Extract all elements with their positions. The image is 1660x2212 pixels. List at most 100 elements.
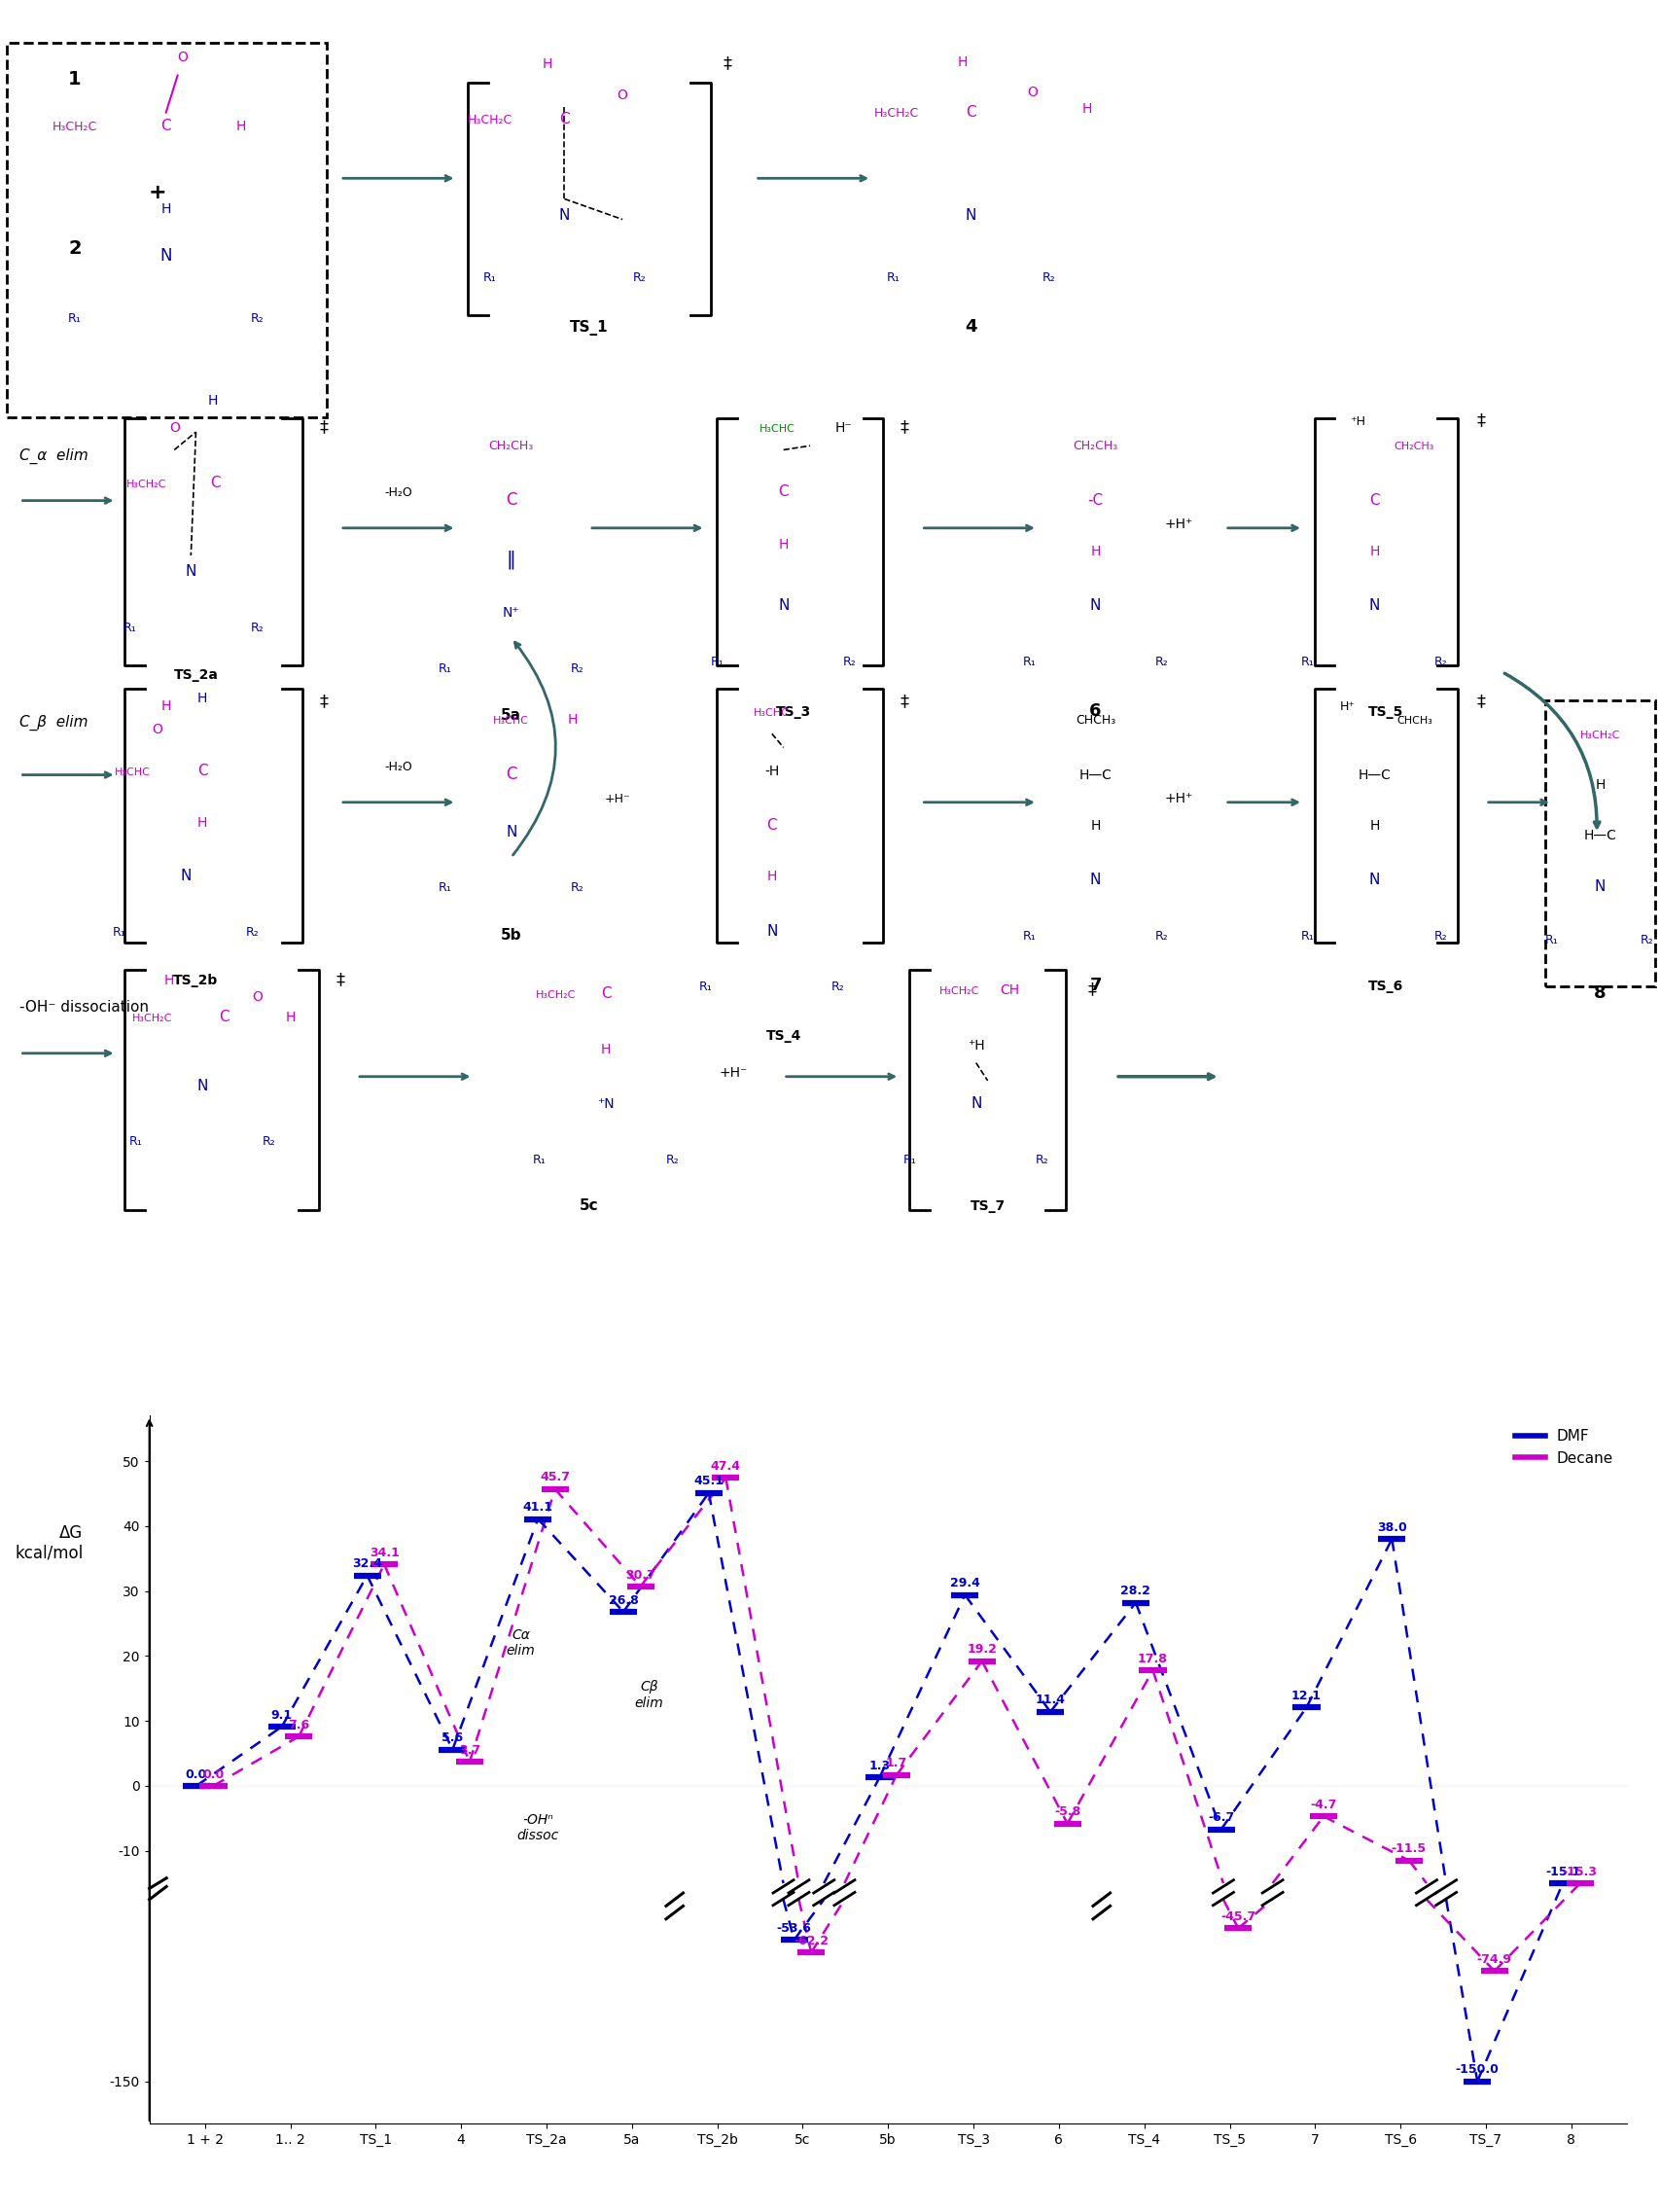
Text: H₃CHC: H₃CHC [754, 708, 790, 719]
Text: TS_1: TS_1 [569, 321, 609, 336]
Text: H: H [779, 538, 788, 551]
Text: R₁: R₁ [533, 1152, 546, 1166]
Text: R₁: R₁ [1545, 933, 1559, 947]
Text: C: C [601, 987, 611, 1002]
Text: +H⁺: +H⁺ [1164, 792, 1194, 805]
Text: H₃CH₂C: H₃CH₂C [126, 480, 166, 489]
Text: 5c: 5c [579, 1199, 599, 1212]
Text: R₂: R₂ [246, 925, 259, 938]
Text: 5.6: 5.6 [442, 1732, 463, 1745]
Text: TS_6: TS_6 [1368, 980, 1404, 993]
Text: H: H [236, 119, 246, 133]
Text: C̄HCH₃: C̄HCH₃ [1396, 717, 1433, 726]
Text: CH: CH [999, 984, 1019, 998]
Text: R₂: R₂ [1042, 272, 1056, 283]
Text: -62.2: -62.2 [793, 1936, 828, 1947]
Text: ‡: ‡ [1476, 692, 1486, 710]
Text: -5.8: -5.8 [1054, 1805, 1081, 1818]
Text: R₁: R₁ [886, 272, 900, 283]
Text: H⁻: H⁻ [835, 420, 852, 436]
Text: H—C: H—C [1358, 768, 1391, 781]
Legend: DMF, Decane: DMF, Decane [1509, 1422, 1620, 1471]
Text: 34.1: 34.1 [369, 1546, 400, 1559]
Text: N: N [181, 869, 191, 883]
Text: 1.7: 1.7 [886, 1756, 908, 1770]
Text: R₁: R₁ [1301, 655, 1315, 668]
Text: H₃CH₂C: H₃CH₂C [133, 1013, 173, 1024]
Text: -11.5: -11.5 [1391, 1843, 1426, 1856]
Text: ⁺H: ⁺H [968, 1037, 984, 1053]
Text: ‡: ‡ [335, 971, 345, 989]
Text: 7.6: 7.6 [289, 1719, 310, 1732]
Text: 0.0: 0.0 [203, 1767, 224, 1781]
Text: 19.2: 19.2 [968, 1644, 998, 1657]
Text: R₂: R₂ [1640, 933, 1653, 947]
Text: R₁: R₁ [1301, 929, 1315, 942]
Text: H₃CH₂C: H₃CH₂C [51, 122, 98, 133]
Text: -15.1: -15.1 [1545, 1865, 1580, 1878]
Text: H: H [1091, 818, 1101, 832]
Text: R₁: R₁ [438, 661, 452, 675]
FancyBboxPatch shape [7, 42, 327, 416]
Text: 5b: 5b [501, 927, 521, 942]
Text: H₃CHC: H₃CHC [493, 717, 530, 726]
Text: 47.4: 47.4 [710, 1460, 740, 1473]
Text: 3.7: 3.7 [458, 1743, 480, 1756]
Text: N: N [559, 208, 569, 223]
Text: O: O [153, 723, 163, 737]
Text: 11.4: 11.4 [1036, 1694, 1066, 1708]
Text: R₁: R₁ [123, 622, 136, 635]
Text: -C: -C [1087, 493, 1104, 507]
Text: H: H [208, 394, 217, 407]
Text: CH₂CH₃: CH₂CH₃ [1072, 440, 1119, 453]
Text: ⁺H: ⁺H [1350, 416, 1366, 429]
Text: H: H [601, 1042, 611, 1055]
Text: R₂: R₂ [571, 661, 584, 675]
Text: R₂: R₂ [262, 1135, 276, 1148]
Text: N⁺: N⁺ [503, 606, 520, 619]
Text: O: O [618, 88, 627, 102]
Text: C: C [161, 119, 171, 133]
Text: R₂: R₂ [251, 312, 264, 325]
Text: H₃CH₂C: H₃CH₂C [1580, 730, 1620, 739]
Text: -45.7: -45.7 [1220, 1911, 1257, 1922]
Text: H: H [1369, 544, 1379, 557]
Text: 45.1: 45.1 [694, 1475, 724, 1489]
Text: ‡: ‡ [319, 692, 329, 710]
Text: H: H [767, 869, 777, 883]
Text: C: C [966, 104, 976, 119]
Text: R₁: R₁ [129, 1135, 143, 1148]
Text: R₂: R₂ [251, 622, 264, 635]
Text: 12.1: 12.1 [1291, 1690, 1321, 1701]
Text: -H₂O: -H₂O [385, 487, 412, 500]
Text: C: C [198, 763, 208, 779]
Text: H: H [198, 692, 208, 706]
Text: ‡: ‡ [319, 418, 329, 436]
Text: R₁: R₁ [483, 272, 496, 283]
Text: C: C [219, 1011, 229, 1024]
Text: R₁: R₁ [113, 925, 126, 938]
Text: C: C [779, 484, 788, 500]
Text: C_α  elim: C_α elim [20, 447, 88, 465]
Text: H₃CHC: H₃CHC [115, 768, 151, 776]
Text: TS_3: TS_3 [775, 706, 812, 719]
Text: C_β  elim: C_β elim [20, 714, 88, 730]
Text: R₂: R₂ [632, 272, 646, 283]
Text: N: N [966, 208, 976, 223]
Text: ‡: ‡ [1476, 411, 1486, 429]
Text: H: H [568, 714, 578, 728]
Text: Cβ
elim: Cβ elim [634, 1681, 664, 1710]
Text: 32.4: 32.4 [352, 1557, 382, 1571]
Text: O: O [169, 420, 179, 436]
Text: H: H [1082, 102, 1092, 115]
Text: O: O [252, 991, 262, 1004]
Text: O: O [1028, 86, 1038, 100]
Y-axis label: ΔG
kcal/mol: ΔG kcal/mol [15, 1524, 83, 1562]
Text: 7: 7 [1089, 975, 1102, 993]
Text: Cα
elim: Cα elim [506, 1628, 536, 1657]
Text: N: N [1091, 599, 1101, 613]
Text: R₂: R₂ [1155, 655, 1169, 668]
Text: -53.6: -53.6 [777, 1922, 812, 1936]
Text: TS_2a: TS_2a [174, 668, 217, 681]
Text: TS_7: TS_7 [969, 1199, 1006, 1212]
